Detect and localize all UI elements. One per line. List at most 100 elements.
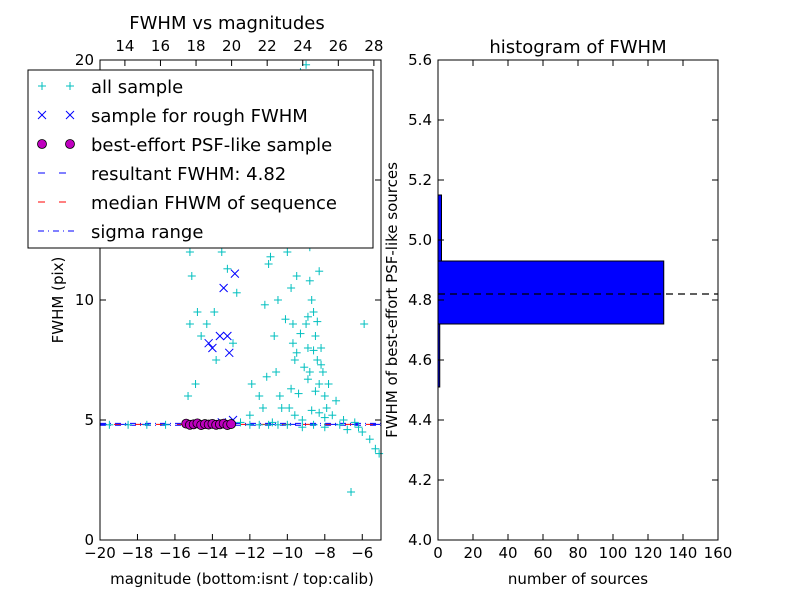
scatter-point-plus [290,411,299,420]
scatter-point-plus [318,368,327,376]
y-tick-label: 5.2 [408,171,432,189]
scatter-point-plus [311,387,320,396]
scatter-point-plus [354,423,363,432]
legend-label: all sample [91,77,183,98]
scatter-point-plus [247,380,256,388]
legend-x-marker [37,110,75,120]
top-x-tick-label: 22 [258,37,277,55]
scatter-point-x [230,269,240,278]
scatter-point-plus [258,404,267,412]
scatter-point-plus [317,360,326,369]
scatter-point-plus [187,272,196,280]
scatter-point-plus [210,308,219,316]
x-tick-label: −8 [314,544,336,562]
x-tick-label: 140 [669,544,698,562]
legend-label: sample for rough FWHM [91,106,308,127]
scatter-point-plus [124,420,133,429]
scatter-point-plus [217,248,226,256]
scatter-panel: −20 −18 −16 −14 −12 −10 −8 −6 14 16 18 20 22 24 26 28 0 5… [27,13,384,588]
legend-entry-all-sample: all sample [38,77,183,98]
legend-frame [27,69,374,249]
scatter-point-plus [320,423,329,432]
scatter-point-plus [260,300,269,309]
legend-entry-psf-sample: best-effort PSF-like sample [37,135,332,156]
scatter-point-plus [302,320,311,328]
scatter-point-plus [294,389,303,398]
scatter-point-plus [270,332,279,340]
scatter-title: FWHM vs magnitudes [129,13,324,34]
y-tick-label: 0 [84,531,94,549]
scatter-point-plus [307,406,316,415]
scatter-point-plus [320,413,329,422]
top-x-tick-label: 16 [151,37,170,55]
histogram-y-axis-label: FWHM of best-effort PSF-like sources [383,162,401,438]
scatter-point-plus [161,420,170,429]
scatter-point-plus [365,435,374,444]
scatter-point-plus [302,60,311,69]
scatter-point-plus [264,260,273,268]
x-tick-label: 40 [498,544,517,562]
histogram-bar [437,260,665,325]
scatter-point-plus [339,416,348,424]
scatter-point-plus [255,392,264,400]
legend-entry-rough-sample: sample for rough FWHM [37,106,308,127]
legend-entry-median-fwhm: median FHWM of sequence [38,193,337,214]
scatter-point-plus [298,423,307,432]
x-tick-label: −20 [84,544,116,562]
y-tick-label: 4.6 [408,351,432,369]
scatter-legend: all sample sample for rough FWHM best-ef… [27,69,374,249]
x-tick-label: 60 [533,544,552,562]
scatter-point-plus [262,372,271,381]
scatter-point-plus [322,404,331,412]
scatter-point-x [204,338,214,348]
legend-label: resultant FWHM: 4.82 [91,164,286,185]
scatter-point-plus [191,380,200,388]
scatter-point-plus [232,288,241,297]
y-tick-label: 4.4 [408,411,432,429]
scatter-point-plus [300,363,309,372]
legend-entry-resultant-fwhm: resultant FWHM: 4.82 [38,164,286,185]
scatter-point-plus [347,488,356,496]
histogram-bar [437,194,442,262]
scatter-point-plus [324,380,333,388]
y-tick-label: 4.2 [408,471,432,489]
scatter-point-plus [335,420,344,429]
histogram-axis-ticks: 0 20 40 60 80 100 120 140 160 4.0 4.2 4.4 4.6 4.8 5.0 5… [408,51,732,562]
scatter-point-plus [185,320,194,328]
scatter-point-plus [245,420,254,429]
x-tick-label: −14 [197,544,229,562]
scatter-point-plus [309,308,318,316]
scatter-point-plus [223,264,232,273]
scatter-point-plus [287,384,296,393]
scatter-point-plus [105,420,114,429]
histogram-x-axis-label: number of sources [508,570,648,588]
y-tick-label: 20 [75,51,94,69]
top-x-tick-label: 14 [115,37,134,55]
scatter-point-x [223,331,232,341]
scatter-point-plus [317,344,326,352]
scatter-point-plus [309,346,318,355]
scatter-point-plus [197,332,206,340]
scatter-point-plus [273,296,282,304]
scatter-point-plus [315,380,324,388]
top-x-tick-label: 26 [329,37,348,55]
scatter-point-plus [375,449,384,458]
x-tick-label: −10 [272,544,304,562]
x-tick-label: −12 [234,544,266,562]
scatter-point-plus [313,356,322,364]
scatter-point-plus [202,320,211,328]
scatter-point-plus [285,404,294,412]
scatter-x-axis-label: magnitude (bottom:isnt / top:calib) [110,570,374,588]
legend-label: best-effort PSF-like sample [91,135,332,156]
y-tick-label: 5.4 [408,111,432,129]
scatter-point-plus [245,411,254,420]
legend-entry-sigma-range: sigma range [38,222,203,243]
top-x-tick-label: 20 [222,37,241,55]
scatter-point-plus [283,248,292,256]
scatter-point-plus [272,368,281,376]
scatter-point-plus [273,420,282,429]
scatter-point-plus [283,420,292,429]
scatter-point-plus [142,420,151,429]
scatter-point-x [208,343,217,353]
